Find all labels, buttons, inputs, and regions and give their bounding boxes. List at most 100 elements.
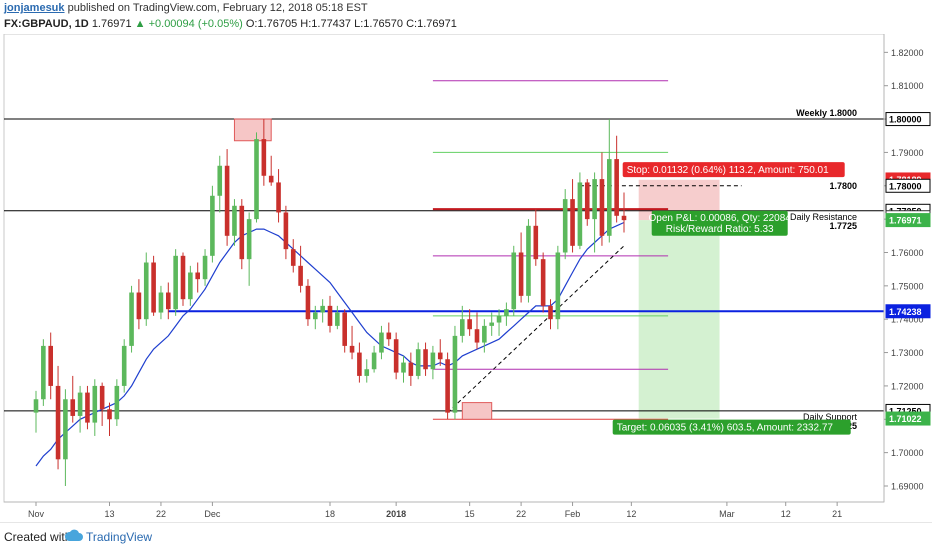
candle-body: [121, 345, 127, 386]
candle-body: [210, 195, 215, 256]
ohlc-values: O:1.76705 H:1.77437 L:1.76570 C:1.76971: [245, 18, 457, 30]
candle-body: [85, 392, 90, 423]
price-tick-label: 1.74000: [891, 315, 924, 325]
price-tag-label: 1.74238: [889, 307, 922, 317]
stop-label-box: [622, 162, 845, 178]
footer-bar: Created with TradingView: [0, 522, 932, 551]
last-price: 1.76971: [91, 18, 132, 30]
trendline: [447, 245, 625, 413]
price-tag-label: 1.71250: [889, 406, 922, 416]
candle-body: [239, 205, 245, 260]
candle-body: [342, 312, 347, 346]
candle-body: [423, 349, 428, 370]
candle-body: [371, 352, 377, 370]
symbol-info-bar: FX:GBPAUD, 1D 1.76971 ▲ +0.00094 (+0.05%…: [4, 18, 457, 30]
candle-body: [92, 385, 98, 423]
candle-body: [313, 312, 318, 320]
author-link[interactable]: jonjamesuk: [4, 2, 65, 14]
candle-body: [452, 335, 458, 413]
candle-body: [114, 385, 120, 420]
candle-body: [460, 319, 465, 336]
candle-body: [290, 249, 296, 266]
candle-body: [562, 199, 568, 253]
price-tag-box: [885, 213, 931, 228]
highlight-box-1: [461, 402, 493, 420]
candle-body: [283, 212, 289, 250]
candle-body: [327, 305, 333, 326]
candle-body: [158, 292, 164, 313]
time-tick-label: 18: [325, 509, 335, 519]
candle-body: [188, 272, 193, 300]
candle-body: [298, 265, 303, 286]
time-tick-label: 21: [832, 509, 842, 519]
candle-body: [518, 252, 524, 296]
candle-body: [386, 332, 392, 340]
candle-body: [107, 409, 112, 420]
tradingview-cloud-icon[interactable]: [64, 528, 84, 542]
price-tag-box: [885, 178, 931, 193]
candle-body: [151, 262, 156, 313]
risk-reward-label: Risk/Reward Ratio: 5.33: [666, 224, 774, 235]
candle-body: [63, 399, 68, 460]
candle-body: [614, 159, 619, 216]
price-tag-box: [885, 411, 931, 426]
candle-body: [33, 399, 39, 413]
candle-body: [320, 305, 325, 313]
candle-body: [232, 205, 237, 236]
pnl-box: [651, 210, 788, 236]
time-tick-label: Dec: [204, 509, 221, 519]
candle-body: [129, 292, 134, 346]
candle-body: [482, 325, 487, 343]
stop-label: Stop: 0.01132 (0.64%) 113.2, Amount: 750…: [627, 165, 829, 176]
price-tick-label: 1.69000: [891, 481, 924, 491]
candle-body: [335, 312, 340, 326]
candle-body: [621, 215, 627, 221]
tradingview-brand-link[interactable]: TradingView: [86, 530, 153, 544]
price-tag-box: [885, 112, 931, 127]
candle-body: [268, 175, 274, 183]
open-pnl-label: Open P&L: 0.00086, Qty: 22084: [649, 213, 792, 224]
candle-body: [143, 262, 149, 320]
candle-body: [136, 292, 142, 320]
highlight-box-0: [233, 118, 272, 142]
price-tick-label: 1.72000: [891, 381, 924, 391]
candle-body: [364, 369, 370, 376]
candle-body: [173, 255, 178, 310]
candle-body: [217, 165, 223, 196]
candle-body: [99, 385, 105, 410]
candle-body: [474, 329, 480, 343]
candle-body: [489, 322, 494, 326]
daily-support-label: Daily Support: [803, 412, 858, 422]
time-tick-label: 12: [781, 509, 791, 519]
daily-resistance-value: 1.7725: [829, 221, 857, 231]
candle-body: [540, 259, 546, 306]
weekly-level-label: Weekly 1.8000: [796, 108, 857, 118]
moving-average-line: [35, 221, 625, 467]
change-arrow-icon: ▲: [134, 18, 146, 30]
candle-body: [393, 339, 399, 373]
candle-body: [599, 179, 605, 236]
target-label-box: [612, 419, 851, 435]
candle-body: [357, 352, 362, 376]
target-label: Target: 0.06035 (3.41%) 603.5, Amount: 2…: [617, 423, 834, 434]
candle-body: [570, 199, 575, 246]
candle-body: [584, 182, 590, 220]
candle-body: [408, 362, 414, 376]
candle-body: [70, 399, 76, 416]
level-1-7800-label: 1.7800: [829, 181, 857, 191]
price-tag-label: 1.80000: [889, 115, 922, 125]
publish-info: jonjamesuk published on TradingView.com,…: [4, 2, 368, 14]
candle-body: [607, 159, 612, 236]
publish-text: published on TradingView.com, February 1…: [67, 2, 368, 14]
candle-body: [511, 252, 517, 310]
time-tick-label: 12: [626, 509, 636, 519]
candle-body: [445, 359, 450, 413]
time-tick-label: 13: [104, 509, 114, 519]
candle-body: [533, 225, 539, 260]
candle-body: [48, 345, 53, 386]
candle-body: [379, 332, 384, 353]
candle-body: [430, 352, 436, 370]
price-tick-label: 1.76000: [891, 248, 924, 258]
price-tick-label: 1.75000: [891, 281, 924, 291]
